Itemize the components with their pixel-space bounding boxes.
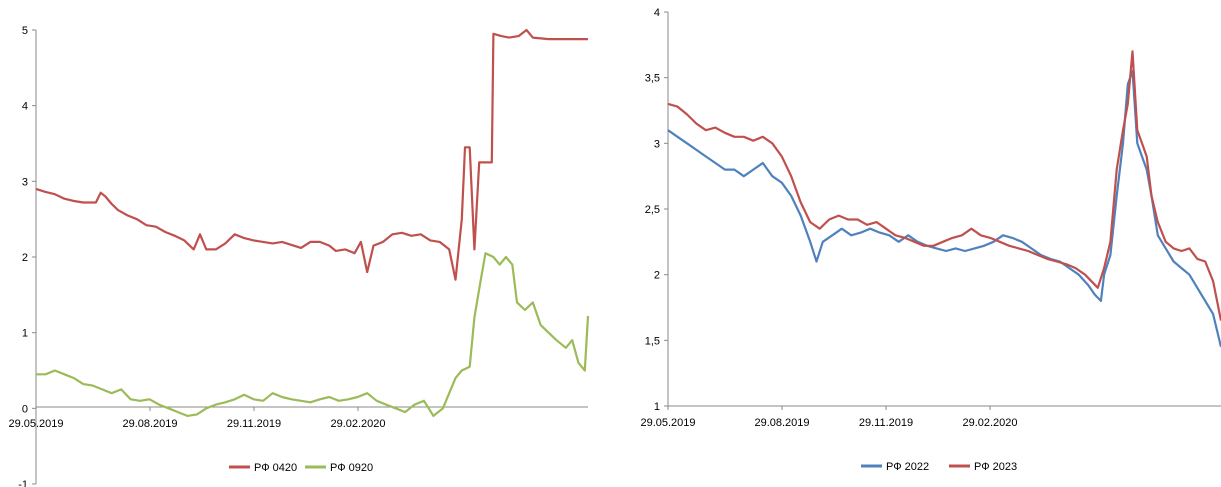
y-tick-label: -1 <box>18 479 28 487</box>
x-tick-label: 29.11.2019 <box>859 417 913 429</box>
series-line-1 <box>36 252 590 417</box>
legend-label-rf2023: РФ 2023 <box>974 461 1017 473</box>
left-y-ticks: -1 0 1 2 3 4 5 <box>18 25 36 487</box>
y-tick-label: 1 <box>654 401 660 413</box>
x-tick-label: 29.05.2019 <box>8 418 63 430</box>
x-tick-label: 29.05.2019 <box>640 417 695 429</box>
y-tick-label: 5 <box>22 25 28 37</box>
y-tick-label: 0 <box>22 403 28 415</box>
y-tick-label: 2,5 <box>645 204 660 216</box>
x-tick-label: 29.08.2019 <box>122 418 177 430</box>
right-chart: 1 1,5 2 2,5 3 3,5 4 29.05.2019 29.08.2019 29.11.… <box>640 7 1221 473</box>
left-legend: РФ 0420 РФ 0920 <box>229 462 373 474</box>
left-x-ticks: 29.05.2019 29.08.2019 29.11.2019 29.02.2020 <box>8 407 386 430</box>
legend-label-rf2022: РФ 2022 <box>886 461 929 473</box>
y-tick-label: 4 <box>22 101 28 113</box>
y-tick-label: 2 <box>654 270 660 282</box>
y-tick-label: 3,5 <box>645 73 660 85</box>
y-tick-label: 1 <box>22 328 28 340</box>
y-tick-label: 3 <box>22 176 28 188</box>
y-tick-label: 4 <box>654 7 660 19</box>
y-tick-label: 2 <box>22 252 28 264</box>
series-line-0 <box>35 28 588 281</box>
right-legend: РФ 2022 РФ 2023 <box>861 461 1017 473</box>
legend-label-rf0420: РФ 0420 <box>254 462 297 474</box>
left-series-lines <box>35 28 590 417</box>
right-x-ticks: 29.05.2019 29.08.2019 29.11.2019 29.02.2020 <box>640 406 1018 429</box>
y-tick-label: 3 <box>654 138 660 150</box>
right-series-lines <box>667 50 1221 348</box>
x-tick-label: 29.02.2020 <box>962 417 1017 429</box>
series-line-0 <box>667 69 1221 348</box>
x-tick-label: 29.02.2020 <box>330 418 385 430</box>
legend-label-rf0920: РФ 0920 <box>330 462 373 474</box>
right-y-ticks: 1 1,5 2 2,5 3 3,5 4 <box>645 7 668 413</box>
series-line-1 <box>667 50 1221 321</box>
x-tick-label: 29.11.2019 <box>227 418 281 430</box>
x-tick-label: 29.08.2019 <box>754 417 809 429</box>
y-tick-label: 1,5 <box>645 335 660 347</box>
